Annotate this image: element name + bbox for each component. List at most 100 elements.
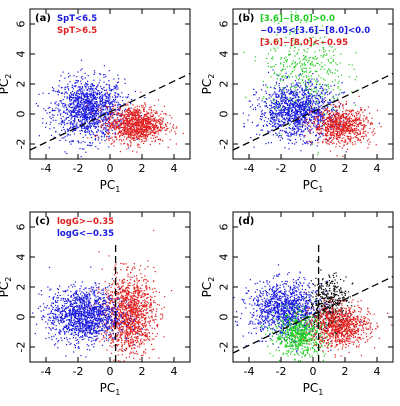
data-point [101,108,103,110]
data-point [309,71,311,73]
data-point [300,110,302,112]
data-point [267,71,270,73]
data-point [281,76,283,78]
data-point [63,122,65,124]
data-point [133,118,135,120]
data-point [115,134,117,136]
data-point [314,126,316,128]
data-point [157,120,159,122]
data-point [138,138,140,140]
data-point [95,111,97,113]
data-point [64,88,66,90]
data-point [312,57,314,59]
data-point [359,130,361,132]
data-point [342,119,345,121]
data-point [92,93,94,95]
data-point [342,92,344,94]
data-point [100,114,102,116]
data-point [311,107,313,109]
data-point [318,137,320,139]
data-point [81,120,83,122]
data-point [291,98,293,100]
data-point [299,83,301,85]
data-point [243,126,245,128]
data-point [124,127,126,129]
data-point [118,128,120,130]
data-point [63,128,65,131]
data-point [322,47,325,49]
data-point [278,94,280,96]
data-point [263,120,265,122]
data-point [66,116,68,118]
data-point [278,132,280,134]
data-point [124,133,126,135]
data-point [340,133,342,135]
data-point [154,139,157,141]
data-point [304,142,306,145]
data-point [337,140,339,143]
data-point [55,131,57,133]
data-point [343,113,345,115]
data-point [123,131,125,133]
data-point [142,133,144,135]
data-point [336,134,339,136]
data-point [337,100,339,102]
data-point [336,155,338,157]
data-point [341,147,343,149]
x-tick-label: 0 [107,162,114,175]
data-point [117,132,120,134]
data-point [112,112,114,114]
data-point [315,70,317,72]
data-point [109,112,111,114]
data-point [317,80,319,82]
data-point [296,127,298,129]
data-point [111,129,113,131]
data-point [254,94,256,96]
data-point [326,132,329,134]
data-point [290,86,292,89]
data-point [270,120,272,122]
data-point [101,104,103,106]
data-point [286,86,288,88]
data-point [339,92,341,95]
data-point [136,133,138,136]
data-point [60,122,62,124]
data-point [332,120,334,122]
data-point [288,107,290,109]
data-point [356,134,358,136]
data-point [270,113,272,115]
data-point [300,44,302,46]
data-point [153,118,155,120]
data-point [118,78,120,80]
data-point [64,151,66,153]
data-point [336,137,338,139]
data-point [322,142,324,144]
data-point [70,115,72,117]
data-point [284,107,286,109]
data-point [325,137,327,140]
data-point [129,134,131,136]
data-point [123,129,125,131]
data-point [126,97,129,99]
data-point [148,128,150,130]
data-point [295,118,297,120]
data-point [339,119,341,121]
data-point [287,138,289,140]
data-point [91,112,93,114]
data-point [278,125,281,128]
data-point [340,124,342,126]
data-point [339,123,341,125]
data-point [282,106,284,108]
data-point [123,109,126,111]
data-point [145,127,148,129]
data-point [329,99,331,102]
data-point [100,96,102,98]
data-point [277,107,279,109]
data-point [309,82,311,84]
data-point [273,21,276,23]
data-point [103,112,105,114]
data-point [150,118,152,120]
data-point [345,112,347,114]
data-point [307,92,309,94]
data-point [326,139,328,141]
